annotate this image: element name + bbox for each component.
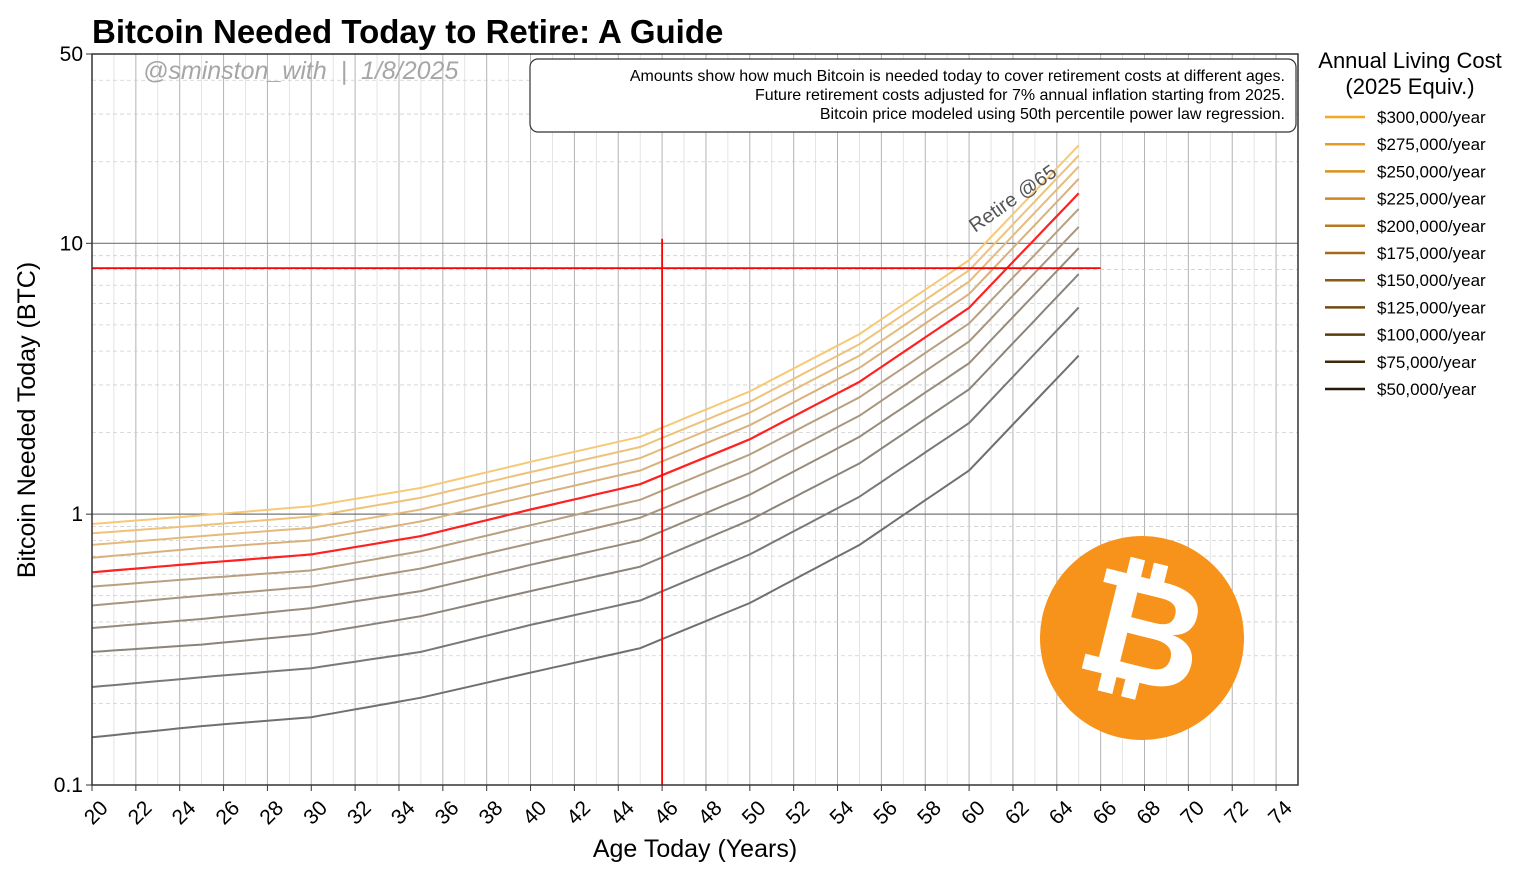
x-tick-label: 58 (913, 796, 946, 829)
x-tick-label: 32 (343, 796, 376, 829)
x-tick-label: 48 (694, 796, 727, 829)
y-tick-label: 50 (60, 43, 83, 66)
series-line-300000 (91, 144, 1080, 525)
x-tick-label: 72 (1220, 796, 1253, 829)
x-tick-label: 46 (650, 796, 683, 829)
series-line-200000 (91, 192, 1080, 574)
series-line-150000 (91, 226, 1080, 607)
watermark: @sminston_with | 1/8/2025 (143, 57, 458, 85)
x-tick-label: 68 (1132, 796, 1165, 829)
x-tick-label: 44 (606, 796, 639, 829)
legend-label: $300,000/year (1377, 108, 1486, 127)
legend-label: $175,000/year (1377, 244, 1486, 263)
x-tick-label: 60 (957, 796, 990, 829)
chart-title: Bitcoin Needed Today to Retire: A Guide (92, 13, 723, 50)
x-tick-label: 26 (212, 796, 245, 829)
y-tick-label: 10 (60, 232, 83, 255)
x-ticks: 20 22 24 26 28 30 32 34 36 38 40 42 44 46 48 50 52 54 56 58… (80, 785, 1297, 829)
x-tick-label: 50 (738, 796, 771, 829)
series-line-250000 (91, 165, 1080, 546)
legend-label: $150,000/year (1377, 271, 1486, 290)
series-lines (91, 144, 1080, 739)
legend-label: $225,000/year (1377, 190, 1486, 209)
y-tick-label: 0.1 (54, 774, 83, 797)
y-axis-label: Bitcoin Needed Today (BTC) (13, 262, 41, 578)
series-line-225000 (91, 178, 1080, 559)
x-tick-label: 66 (1089, 796, 1122, 829)
x-tick-label: 56 (869, 796, 902, 829)
x-tick-label: 38 (475, 796, 508, 829)
x-tick-label: 36 (431, 796, 464, 829)
legend-label: $275,000/year (1377, 135, 1486, 154)
x-tick-label: 40 (518, 796, 551, 829)
series-line-175000 (91, 208, 1080, 588)
x-axis-label: Age Today (Years) (593, 835, 797, 863)
legend: Annual Living Cost (2025 Equiv.) $300,00… (1318, 48, 1501, 399)
series-line-275000 (91, 154, 1080, 535)
legend-label: $250,000/year (1377, 162, 1486, 181)
legend-label: $125,000/year (1377, 298, 1486, 317)
x-tick-label: 70 (1176, 796, 1209, 829)
series-line-125000 (91, 247, 1080, 629)
x-tick-label: 28 (255, 796, 288, 829)
legend-items: $300,000/year $275,000/year $250,000/year $… (1325, 108, 1486, 399)
plot-frame (91, 53, 1299, 786)
series-line-50000 (91, 354, 1080, 739)
legend-title-line-1: Annual Living Cost (1318, 48, 1501, 73)
x-tick-label: 62 (1001, 796, 1034, 829)
x-tick-label: 20 (80, 796, 113, 829)
annotation-line-2: Future retirement costs adjusted for 7% … (755, 87, 1285, 104)
y-ticks: 0.1 1 10 50 (54, 43, 92, 797)
x-tick-label: 42 (562, 796, 595, 829)
x-tick-label: 64 (1045, 796, 1078, 829)
annotation-line-3: Bitcoin price modeled using 50th percent… (820, 106, 1285, 123)
x-tick-label: 52 (782, 796, 815, 829)
x-tick-label: 34 (387, 796, 420, 829)
x-tick-label: 30 (299, 796, 332, 829)
y-tick-label: 1 (71, 503, 83, 526)
series-line-75000 (91, 306, 1080, 688)
bitcoin-logo-icon: ₿ (1040, 534, 1244, 740)
legend-label: $50,000/year (1377, 380, 1477, 399)
annotation-line-1: Amounts show how much Bitcoin is needed … (630, 68, 1285, 85)
x-tick-label: 24 (168, 796, 201, 829)
x-tick-label: 22 (124, 796, 157, 829)
legend-label: $200,000/year (1377, 217, 1486, 236)
x-tick-label: 54 (825, 796, 858, 829)
legend-title-line-2: (2025 Equiv.) (1345, 74, 1474, 99)
x-tick-label: 74 (1264, 796, 1297, 829)
legend-label: $75,000/year (1377, 353, 1477, 372)
series-line-100000 (91, 273, 1080, 653)
annotation-box: Amounts show how much Bitcoin is needed … (529, 58, 1297, 133)
legend-label: $100,000/year (1377, 326, 1486, 345)
reference-lines (92, 238, 1101, 785)
